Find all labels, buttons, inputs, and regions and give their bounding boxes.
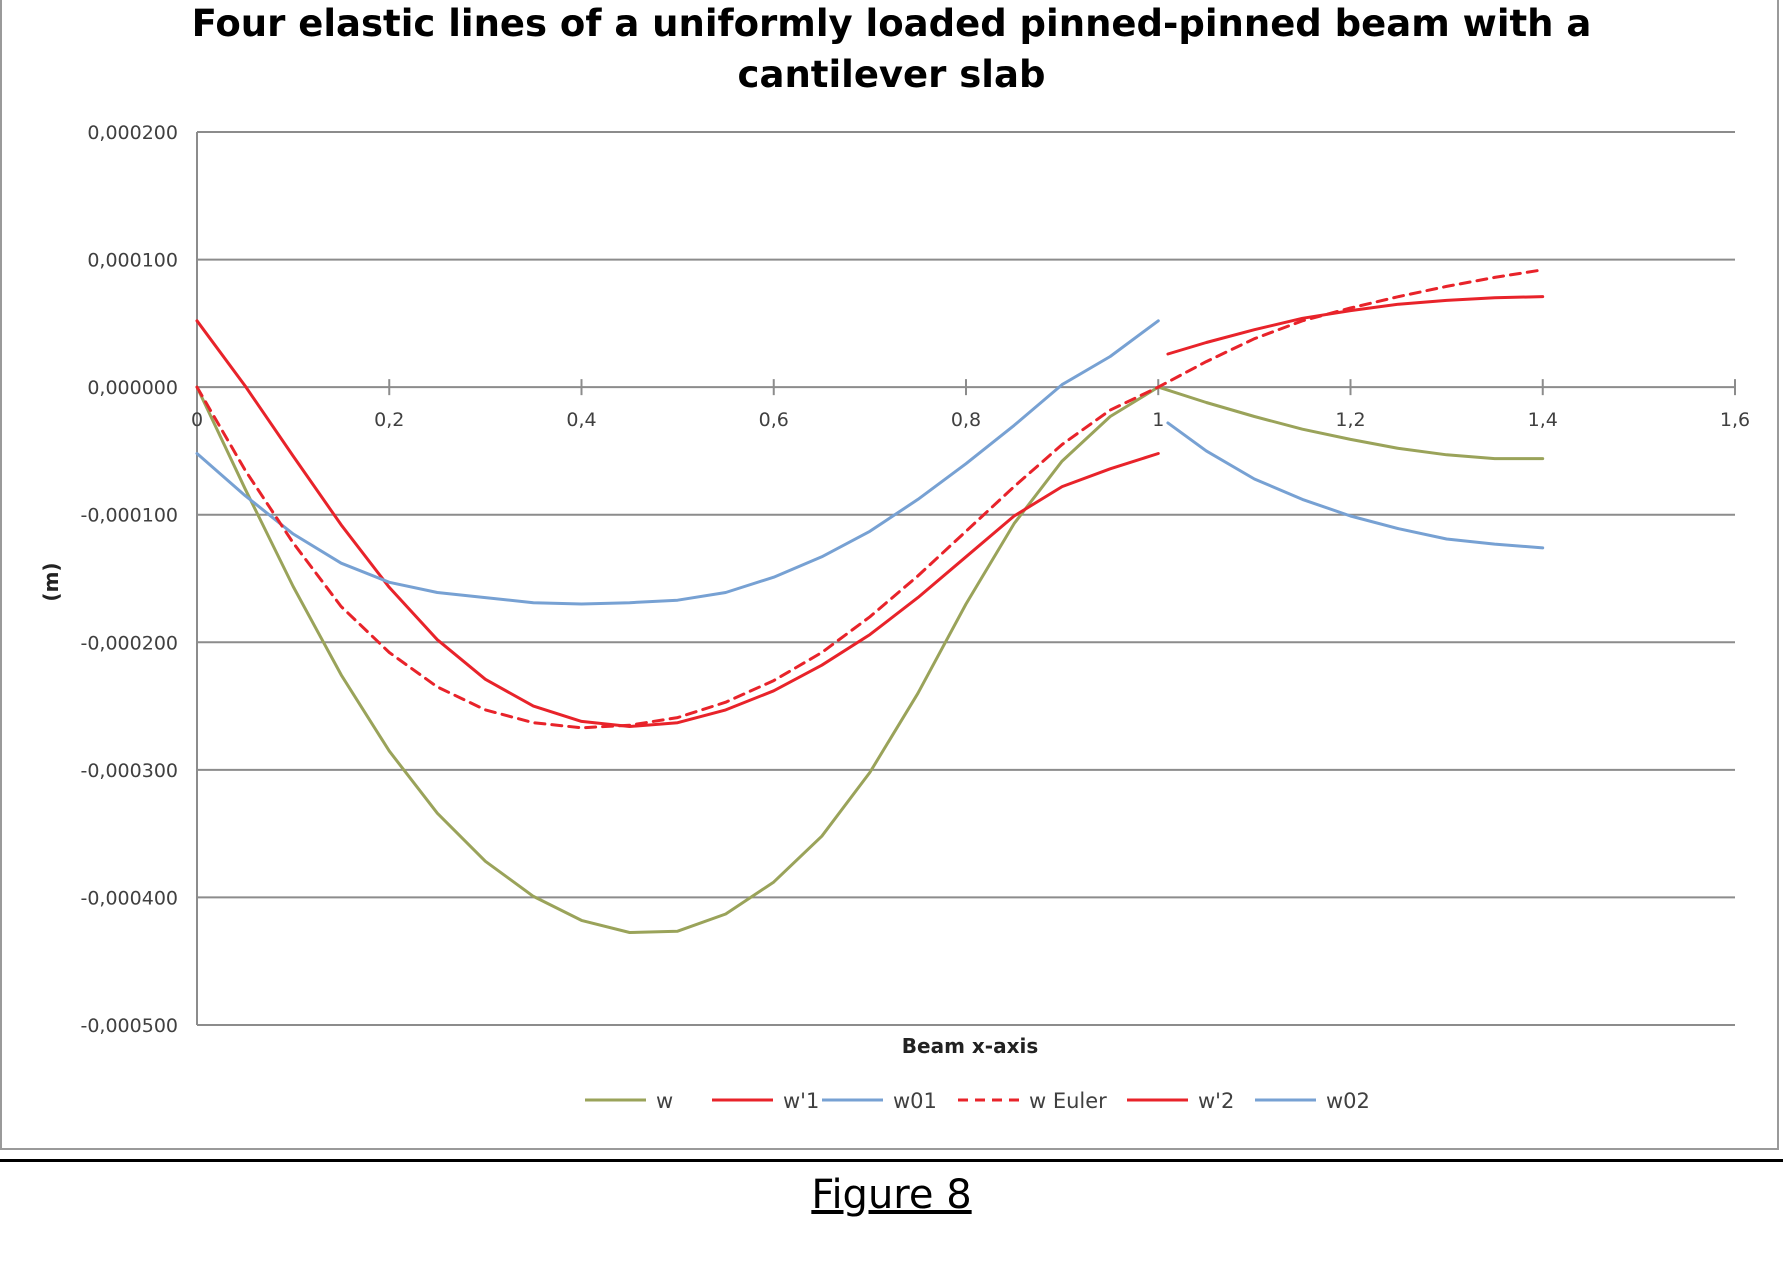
x-tick-label: 1,2 [1335, 409, 1365, 431]
series-line-w-2 [1166, 295, 1545, 356]
y-tick-label: -0,000300 [80, 760, 178, 782]
x-tick-label: 1,6 [1720, 409, 1750, 431]
y-tick-label: -0,000500 [80, 1015, 178, 1037]
x-tick-label: 0,8 [951, 409, 981, 431]
series-line-w-1 [195, 319, 1160, 728]
chart-frame [0, 0, 1779, 1150]
x-tick-label: 0 [191, 409, 203, 431]
y-axis-title: (m) [39, 562, 63, 601]
x-tick-label: 0,6 [759, 409, 789, 431]
series-line-w [195, 385, 1160, 934]
series-line-w02 [1166, 421, 1545, 550]
y-tick-label: 0,000100 [87, 250, 178, 272]
y-tick-label: 0,000000 [87, 377, 178, 399]
caption-divider [0, 1159, 1783, 1162]
x-tick-label: 1 [1152, 409, 1164, 431]
x-axis-title: Beam x-axis [902, 1034, 1038, 1058]
figure-caption: Figure 8 [811, 1172, 972, 1218]
legend-label: w Euler [1029, 1089, 1107, 1113]
series-line-w-euler [195, 268, 1545, 730]
x-tick-label: 0,2 [374, 409, 404, 431]
legend-label: w [656, 1089, 673, 1113]
y-tick-label: 0,000200 [87, 122, 178, 144]
y-tick-label: -0,000200 [80, 632, 178, 654]
chart-plot: 0,000200 0,000100 0,000000 -0,000100 -0,0002… [39, 122, 1750, 1113]
legend-label: w'1 [783, 1089, 819, 1113]
legend-label: w'2 [1198, 1089, 1234, 1113]
chart-title-line-1: Four elastic lines of a uniformly loaded… [191, 2, 1592, 45]
chart-title-line-2: cantilever slab [737, 53, 1046, 96]
legend-label: w01 [893, 1089, 937, 1113]
y-tick-label: -0,000400 [80, 887, 178, 909]
x-tick-label: 1,4 [1528, 409, 1558, 431]
y-tick-label: -0,000100 [80, 505, 178, 527]
series-line-w01 [195, 319, 1160, 606]
legend-label: w02 [1326, 1089, 1370, 1113]
x-tick-label: 0,4 [566, 409, 596, 431]
series-line-w [1156, 385, 1545, 461]
